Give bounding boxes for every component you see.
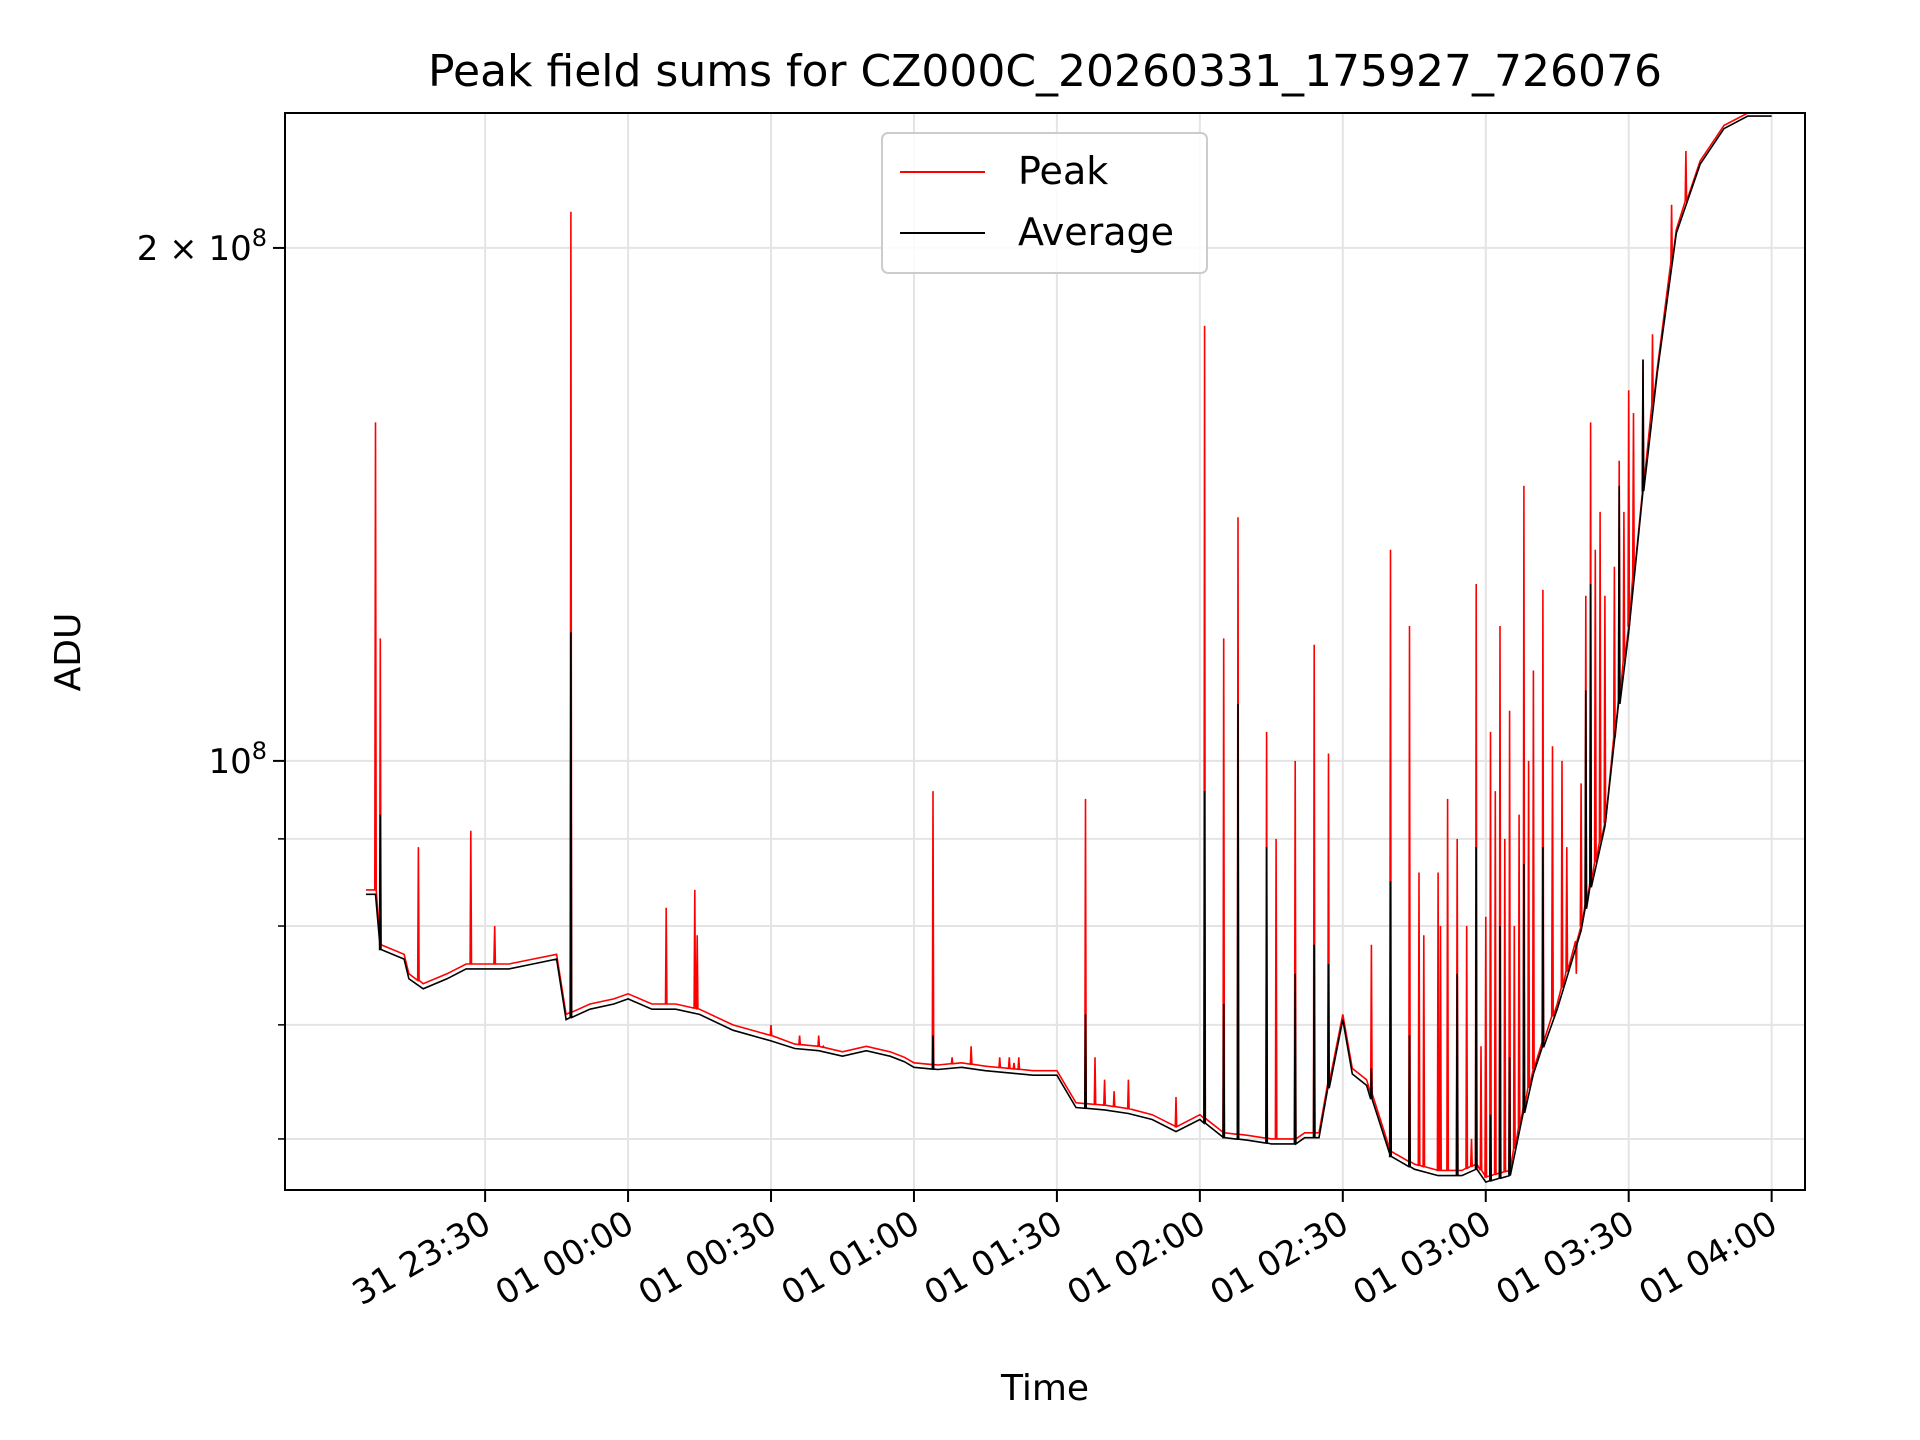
x-tick-label: 31 23:30 [346,1203,498,1314]
x-tick-label: 01 02:30 [1204,1203,1356,1314]
y-tick-label: 2 × 108 [137,224,267,269]
x-tick-label: 01 00:00 [489,1203,641,1314]
y-axis: 108 2 × 108 [137,224,285,1140]
series-layer [366,113,1772,1184]
x-tick-label: 01 04:00 [1632,1203,1784,1314]
legend-box [881,132,1208,274]
legend-average-label: Average [1018,210,1174,254]
x-tick-label: 01 00:30 [632,1203,784,1314]
x-tick-label: 01 03:00 [1347,1203,1499,1314]
legend: Peak Average [881,132,1208,274]
y-axis-label: ADU [48,613,89,692]
plot-frame [284,112,1806,1191]
x-tick-label: 01 03:30 [1490,1203,1642,1314]
legend-peak-label: Peak [1018,149,1108,193]
x-tick-label: 01 02:00 [1061,1203,1213,1314]
x-tick-label: 01 01:00 [775,1203,927,1314]
chart-title: Peak field sums for CZ000C_20260331_1759… [428,46,1662,97]
series-line-average [366,115,1772,1184]
x-tick-label: 01 01:30 [918,1203,1070,1314]
x-axis-label: Time [1000,1368,1089,1409]
y-tick-label: 108 [208,737,267,782]
grid-lines [285,113,1805,1190]
